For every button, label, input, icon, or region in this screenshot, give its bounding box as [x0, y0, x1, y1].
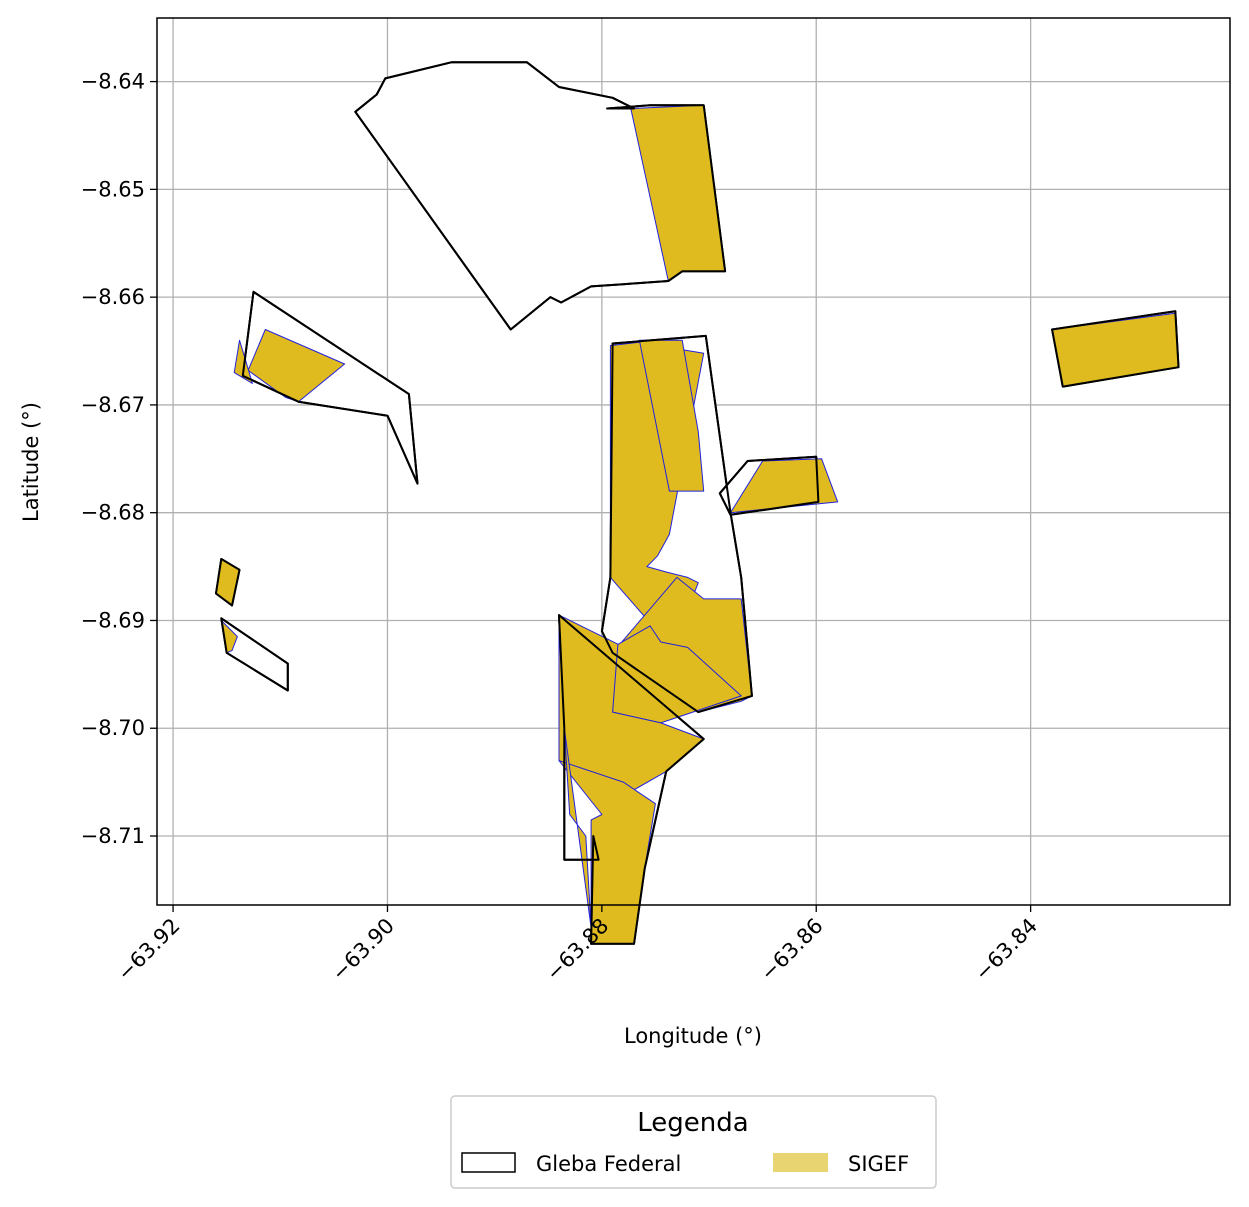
- x-axis-title: Longitude (°): [624, 1024, 762, 1048]
- y-tick-label: −8.64: [81, 70, 145, 94]
- sigef-parcel: [730, 458, 839, 514]
- gleba-federal-outline: [220, 617, 289, 692]
- sigef-parcel: [233, 339, 253, 384]
- x-tick-label: −63.86: [756, 914, 828, 986]
- gleba-federal-outline: [600, 334, 753, 714]
- x-tick-label: −63.88: [541, 914, 613, 986]
- sigef-parcel: [638, 339, 705, 492]
- y-tick-label: −8.70: [81, 716, 145, 740]
- y-tick-label: −8.67: [81, 393, 145, 417]
- gleba-federal-outline: [241, 290, 419, 485]
- gleba-federal-outline: [354, 61, 727, 331]
- sigef-parcel: [563, 727, 592, 929]
- x-tick-label: −63.84: [970, 914, 1042, 986]
- legend-swatch-gleba-federal: [461, 1152, 516, 1173]
- x-tick-label: −63.92: [113, 914, 185, 986]
- y-tick-label: −8.65: [81, 177, 145, 201]
- x-axis-ticks: −63.92 −63.90 −63.88 −63.86 −63.84: [113, 905, 1042, 985]
- plot-frame: [156, 17, 1231, 906]
- gleba-federal-outline: [215, 558, 241, 607]
- legend-swatch-sigef: [773, 1153, 828, 1172]
- x-tick-label: −63.90: [327, 914, 399, 986]
- y-axis-ticks: −8.64 −8.65 −8.66 −8.67 −8.68 −8.69 −8.70 −8.71: [81, 70, 157, 848]
- legend-title: Legenda: [637, 1108, 748, 1138]
- y-tick-label: −8.71: [81, 824, 145, 848]
- gleba-federal-outline: [718, 455, 820, 516]
- y-tick-label: −8.68: [81, 501, 145, 525]
- sigef-parcel: [1051, 312, 1179, 388]
- y-tick-label: −8.69: [81, 608, 145, 632]
- y-axis-title: Latitude (°): [19, 402, 43, 522]
- legend: Legenda Gleba Federal SIGEF: [450, 1095, 937, 1189]
- legend-label-gleba-federal: Gleba Federal: [536, 1152, 681, 1176]
- legend-label-sigef: SIGEF: [848, 1152, 909, 1176]
- sigef-layer: [215, 61, 1180, 945]
- gleba-federal-polygon: [220, 617, 289, 692]
- y-tick-label: −8.66: [81, 285, 145, 309]
- gleba-federal-outline: [1051, 310, 1180, 388]
- gleba-federal-outline: [558, 614, 705, 945]
